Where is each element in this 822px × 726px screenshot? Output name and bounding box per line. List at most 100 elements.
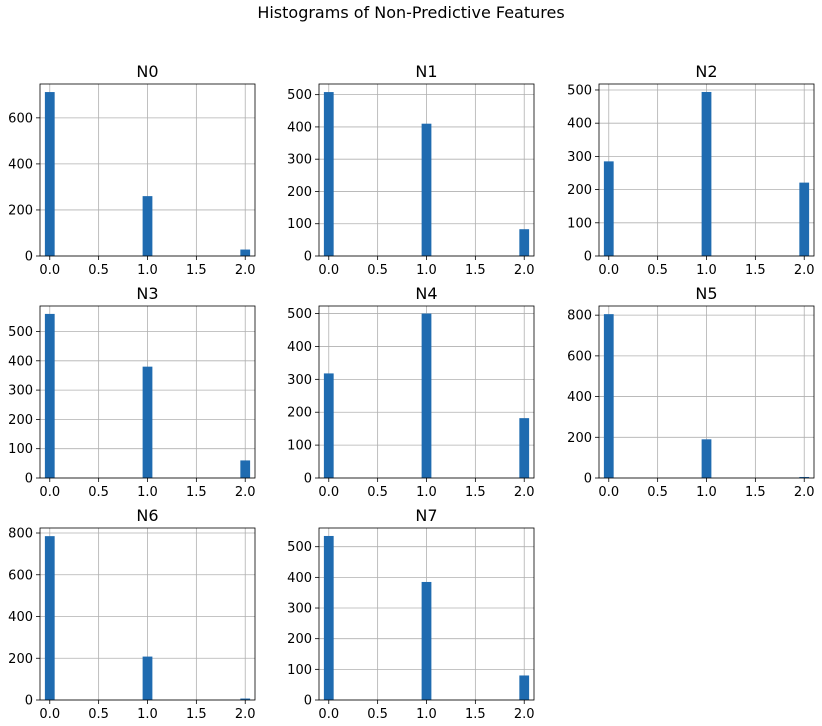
y-tick-label: 0 [25, 472, 33, 487]
y-tick-label: 400 [8, 354, 33, 369]
y-tick-label: 300 [567, 150, 592, 165]
x-tick-label: 1.0 [696, 485, 717, 500]
histogram-bar [323, 373, 334, 478]
subplot-n5: 0.0 0.5 1.0 1.5 2.0 0 200 400 600 800 N5 [567, 284, 814, 500]
y-tick-label: 400 [8, 157, 33, 172]
x-tick-label: 1.0 [416, 263, 437, 278]
x-tick-label: 2.0 [235, 707, 256, 722]
x-tick-label: 0.5 [88, 707, 109, 722]
x-tick-label: 0.0 [39, 485, 60, 500]
subplot-title: N4 [415, 284, 437, 303]
y-tick-label: 100 [287, 663, 312, 678]
histogram-bar [240, 249, 251, 256]
subplot-title: N7 [415, 506, 437, 525]
y-tick-label: 200 [287, 406, 312, 421]
x-tick-label: 1.5 [186, 707, 207, 722]
subplot-n7: 0.0 0.5 1.0 1.5 2.0 0 100 200 300 400 500 N7 [287, 506, 534, 722]
y-tick-label: 800 [567, 309, 592, 324]
histogram-bar [519, 418, 530, 478]
y-tick-label: 400 [8, 610, 33, 625]
x-tick-label: 0.5 [647, 485, 668, 500]
y-tick-label: 400 [287, 571, 312, 586]
histogram-bar [323, 92, 334, 257]
y-tick-label: 0 [584, 472, 592, 487]
x-tick-label: 2.0 [514, 263, 535, 278]
y-tick-label: 300 [8, 384, 33, 399]
y-tick-label: 800 [8, 527, 33, 542]
x-tick-label: 0.5 [88, 485, 109, 500]
y-tick-label: 600 [567, 349, 592, 364]
y-tick-label: 300 [287, 602, 312, 617]
y-tick-label: 0 [584, 250, 592, 265]
histogram-bar [44, 313, 55, 478]
subplot-n2: 0.0 0.5 1.0 1.5 2.0 0 100 200 300 400 500 N2 [567, 62, 814, 278]
x-tick-label: 1.5 [465, 263, 486, 278]
y-tick-label: 500 [287, 307, 312, 322]
figure-title: Histograms of Non-Predictive Features [257, 3, 564, 22]
x-tick-label: 1.5 [745, 263, 766, 278]
histogram-bar [240, 460, 251, 478]
subplot-n0: 0.0 0.5 1.0 1.5 2.0 0 200 400 600 N0 [8, 62, 255, 278]
y-tick-label: 200 [567, 431, 592, 446]
histogram-bar [421, 581, 432, 700]
x-tick-label: 2.0 [235, 485, 256, 500]
x-tick-label: 2.0 [235, 263, 256, 278]
x-tick-label: 1.5 [186, 485, 207, 500]
x-tick-label: 1.0 [137, 485, 158, 500]
x-tick-label: 0.5 [367, 485, 388, 500]
x-tick-label: 0.0 [318, 485, 339, 500]
histogram-bar [701, 91, 712, 256]
y-tick-label: 300 [287, 153, 312, 168]
histogram-bar [44, 92, 55, 256]
subplot-title: N0 [136, 62, 158, 81]
histogram-bar [44, 536, 55, 700]
histogram-bar [142, 196, 153, 256]
x-tick-label: 1.0 [696, 263, 717, 278]
x-tick-label: 1.5 [465, 707, 486, 722]
x-tick-label: 2.0 [514, 707, 535, 722]
x-tick-label: 2.0 [514, 485, 535, 500]
x-tick-label: 0.0 [318, 707, 339, 722]
y-tick-label: 400 [287, 340, 312, 355]
histogram-bar [142, 366, 153, 478]
histogram-bar [603, 314, 614, 478]
x-tick-label: 1.5 [745, 485, 766, 500]
x-tick-label: 0.0 [39, 263, 60, 278]
x-tick-label: 1.5 [186, 263, 207, 278]
x-tick-label: 0.5 [367, 263, 388, 278]
histogram-bar [421, 123, 432, 256]
histogram-bar [701, 439, 712, 478]
x-tick-label: 0.0 [598, 263, 619, 278]
y-tick-label: 0 [304, 694, 312, 709]
x-tick-label: 0.0 [39, 707, 60, 722]
subplot-title: N6 [136, 506, 158, 525]
y-tick-label: 400 [287, 120, 312, 135]
x-tick-label: 1.0 [137, 263, 158, 278]
x-tick-label: 2.0 [794, 485, 815, 500]
subplot-grid: 0.0 0.5 1.0 1.5 2.0 0 200 400 600 N0 0.0 0.5 1.0 1.5 2… [8, 62, 814, 722]
histogram-bar [421, 313, 432, 478]
histogram-bar [603, 161, 614, 256]
y-tick-label: 600 [8, 568, 33, 583]
x-tick-label: 1.0 [416, 707, 437, 722]
subplot-title: N5 [695, 284, 717, 303]
y-tick-label: 0 [304, 472, 312, 487]
subplot-title: N2 [695, 62, 717, 81]
y-tick-label: 0 [304, 250, 312, 265]
subplot-n1: 0.0 0.5 1.0 1.5 2.0 0 100 200 300 400 500 N1 [287, 62, 534, 278]
x-tick-label: 1.0 [137, 707, 158, 722]
x-tick-label: 0.0 [598, 485, 619, 500]
y-tick-label: 200 [8, 652, 33, 667]
y-tick-label: 500 [567, 83, 592, 98]
subplot-title: N1 [415, 62, 437, 81]
x-tick-label: 2.0 [794, 263, 815, 278]
x-tick-label: 1.5 [465, 485, 486, 500]
y-tick-label: 200 [287, 185, 312, 200]
y-tick-label: 500 [8, 325, 33, 340]
x-tick-label: 0.5 [647, 263, 668, 278]
y-tick-label: 200 [567, 183, 592, 198]
y-tick-label: 200 [287, 632, 312, 647]
y-tick-label: 400 [567, 117, 592, 132]
